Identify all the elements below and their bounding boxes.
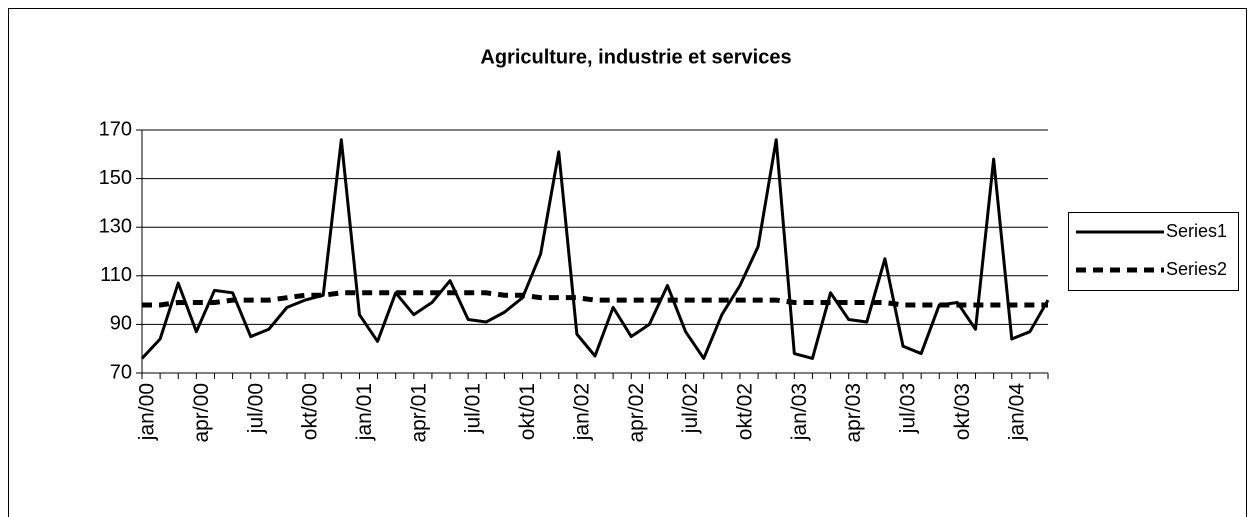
x-tick-label: apr/02 <box>625 383 648 443</box>
x-tick-label: jan/03 <box>788 383 811 441</box>
x-tick-label: jan/04 <box>1005 383 1028 442</box>
x-tick-label: jul/02 <box>679 383 702 434</box>
legend-label: Series1 <box>1166 221 1227 241</box>
y-tick-label: 170 <box>99 118 132 140</box>
x-tick-label: okt/00 <box>299 383 322 440</box>
line-series <box>142 290 1048 308</box>
x-tick-label: apr/01 <box>407 383 430 443</box>
x-tick-label: okt/02 <box>734 383 757 440</box>
x-tick-label: jan/01 <box>353 383 376 441</box>
y-tick-label: 150 <box>99 167 132 189</box>
x-tick-label: jul/03 <box>897 383 920 434</box>
x-tick-label: jan/00 <box>136 383 159 441</box>
x-tick-label: okt/01 <box>516 383 539 440</box>
x-tick-label: jan/02 <box>570 383 593 441</box>
y-tick-label: 110 <box>100 264 132 286</box>
x-tick-label: jul/01 <box>462 383 485 434</box>
legend-label: Series2 <box>1166 259 1227 279</box>
chart-title: Agriculture, industrie et services <box>480 46 791 68</box>
y-tick-label: 70 <box>110 361 132 383</box>
legend-box <box>1068 212 1239 291</box>
y-tick-label: 130 <box>99 215 132 237</box>
y-tick-label: 90 <box>110 313 132 335</box>
x-tick-label: okt/03 <box>951 383 974 440</box>
x-tick-label: apr/00 <box>190 383 213 443</box>
line-series <box>140 138 1050 360</box>
x-tick-label: apr/03 <box>842 383 865 443</box>
chart-border <box>8 8 1247 517</box>
x-tick-label: jul/00 <box>244 383 267 434</box>
